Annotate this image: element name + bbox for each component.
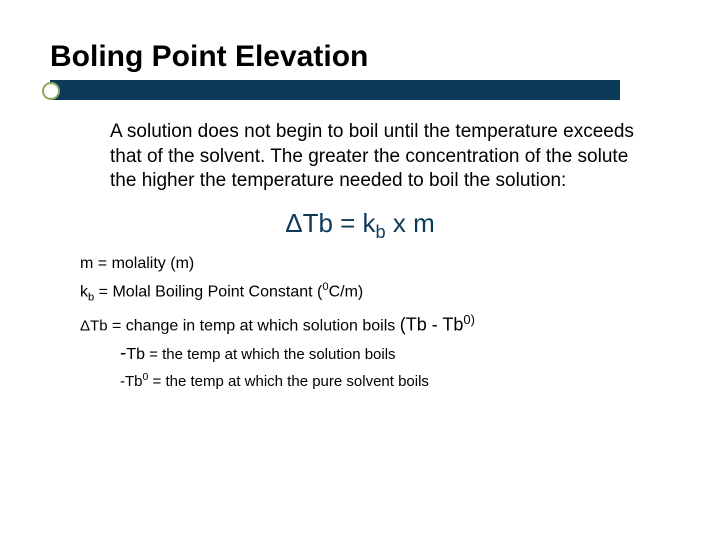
- def-m: m = molality (m): [80, 255, 670, 273]
- formula-delta: Δ: [285, 208, 302, 238]
- sub-definitions: -Tb = the temp at which the solution boi…: [120, 343, 670, 390]
- formula-m: m: [413, 208, 435, 238]
- def-kb-pre: = Molal Boiling Point Constant (: [94, 284, 322, 301]
- page-title: Boling Point Elevation: [50, 40, 670, 74]
- def-delta-tb: ΔTb = change in temp at which solution b…: [80, 312, 670, 335]
- def-m-rhs: = molality (m): [93, 255, 194, 272]
- subdef-tb-rhs: = the temp at which the solution boils: [145, 346, 396, 363]
- title-bar-rect: [50, 80, 620, 100]
- subdef-tb0-lhs: Tb: [125, 373, 143, 390]
- formula-eq: =: [333, 208, 363, 238]
- definitions: m = molality (m) kb = Molal Boiling Poin…: [80, 255, 670, 335]
- def-kb: kb = Molal Boiling Point Constant (0C/m): [80, 281, 670, 304]
- formula-times: x: [386, 208, 413, 238]
- def-kb-mid: C/m): [329, 284, 364, 301]
- title-underline-bar: [50, 80, 670, 102]
- subdef-tb0: -Tb0 = the temp at which the pure solven…: [120, 371, 670, 390]
- subdef-tb: -Tb = the temp at which the solution boi…: [120, 343, 670, 365]
- slide-container: Boling Point Elevation A solution does n…: [0, 0, 720, 426]
- def-dt-paren-sup: 0): [463, 312, 475, 327]
- def-kb-k: k: [80, 284, 88, 301]
- formula-k-sub: b: [376, 222, 386, 242]
- def-m-lhs: m: [80, 255, 93, 272]
- formula-k: k: [363, 208, 376, 238]
- def-dt-delta: Δ: [80, 317, 90, 334]
- def-dt-paren: (Tb - Tb: [400, 314, 464, 334]
- def-dt-rhs: = change in temp at which solution boils: [108, 317, 400, 334]
- formula-lhs: Tb: [303, 208, 333, 238]
- def-dt-main: Tb: [90, 317, 108, 334]
- body-paragraph: A solution does not begin to boil until …: [110, 120, 640, 194]
- subdef-tb0-rhs: = the temp at which the pure solvent boi…: [148, 373, 429, 390]
- formula: ΔTb = kb x m: [50, 208, 670, 243]
- bullet-ring-icon: [42, 82, 60, 100]
- subdef-tb-lhs: Tb: [126, 346, 145, 363]
